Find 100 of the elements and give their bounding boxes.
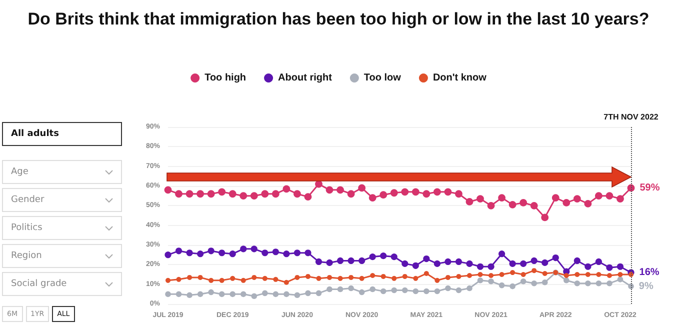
point (606, 264, 613, 271)
point (402, 274, 408, 279)
point (552, 194, 560, 202)
point (348, 285, 354, 292)
text: 7TH NOV 2022 (604, 112, 658, 122)
point (348, 257, 354, 264)
point (316, 276, 322, 281)
point (445, 285, 451, 292)
point (380, 191, 388, 199)
point (466, 260, 473, 267)
point (542, 259, 548, 266)
point (175, 248, 182, 254)
point (282, 185, 290, 193)
point (466, 285, 472, 292)
point (433, 188, 441, 196)
data-label: 59% (640, 182, 660, 194)
point (228, 190, 236, 198)
text: Gender (11, 195, 44, 205)
point (218, 291, 225, 298)
point (273, 276, 278, 282)
point (208, 289, 214, 296)
point (510, 283, 516, 290)
point (628, 272, 634, 277)
point (445, 274, 450, 280)
point (240, 192, 248, 200)
point (336, 186, 344, 194)
data-label: 9% (638, 280, 654, 292)
point (370, 272, 376, 278)
text: Politics (11, 223, 42, 233)
point (230, 276, 236, 281)
point (305, 274, 310, 279)
point (369, 254, 376, 260)
legend-label: Too high (204, 72, 246, 84)
point (520, 278, 526, 284)
point (358, 184, 366, 192)
point (616, 195, 624, 202)
point (304, 193, 312, 201)
point (478, 272, 483, 277)
point (294, 190, 301, 198)
legend-label: About right (278, 72, 333, 84)
point (596, 272, 602, 277)
point (186, 250, 193, 256)
point (368, 194, 376, 202)
point (616, 263, 624, 270)
point (252, 274, 257, 280)
point (326, 286, 332, 292)
point (596, 280, 602, 286)
point (498, 250, 506, 258)
point (164, 252, 172, 258)
point (348, 274, 354, 280)
point (326, 259, 333, 266)
text: Region (11, 251, 42, 261)
point (499, 272, 504, 277)
point (487, 202, 495, 210)
point (196, 190, 204, 198)
point (240, 278, 246, 283)
point (455, 258, 462, 266)
point (187, 274, 192, 280)
point (390, 254, 398, 260)
text: All adults (11, 129, 59, 139)
point (261, 190, 269, 198)
point (584, 200, 592, 208)
point (284, 280, 289, 285)
point (272, 190, 280, 198)
point (509, 260, 516, 267)
point (488, 263, 494, 270)
point (618, 272, 623, 277)
point (305, 290, 311, 296)
point (370, 286, 376, 292)
point (336, 257, 344, 264)
point (250, 246, 258, 252)
point (456, 274, 462, 279)
point (562, 199, 570, 206)
point (541, 214, 549, 222)
point (477, 278, 484, 284)
text: Social grade (11, 279, 67, 289)
point (573, 195, 581, 202)
point (272, 291, 279, 298)
legend-label: Too low (364, 72, 402, 84)
point (262, 290, 268, 296)
point (488, 272, 494, 278)
point (166, 278, 170, 283)
point (240, 291, 246, 298)
point (585, 272, 590, 277)
point (434, 278, 440, 283)
point (402, 260, 408, 267)
point (574, 257, 580, 264)
point (434, 260, 440, 267)
point (606, 192, 614, 200)
point (186, 190, 194, 198)
point (617, 276, 624, 282)
point (498, 282, 505, 288)
point (347, 190, 355, 198)
point (413, 276, 418, 281)
point (186, 292, 192, 298)
point (508, 200, 516, 208)
point (531, 280, 537, 286)
point (434, 288, 440, 294)
point (229, 250, 236, 258)
point (412, 188, 420, 196)
